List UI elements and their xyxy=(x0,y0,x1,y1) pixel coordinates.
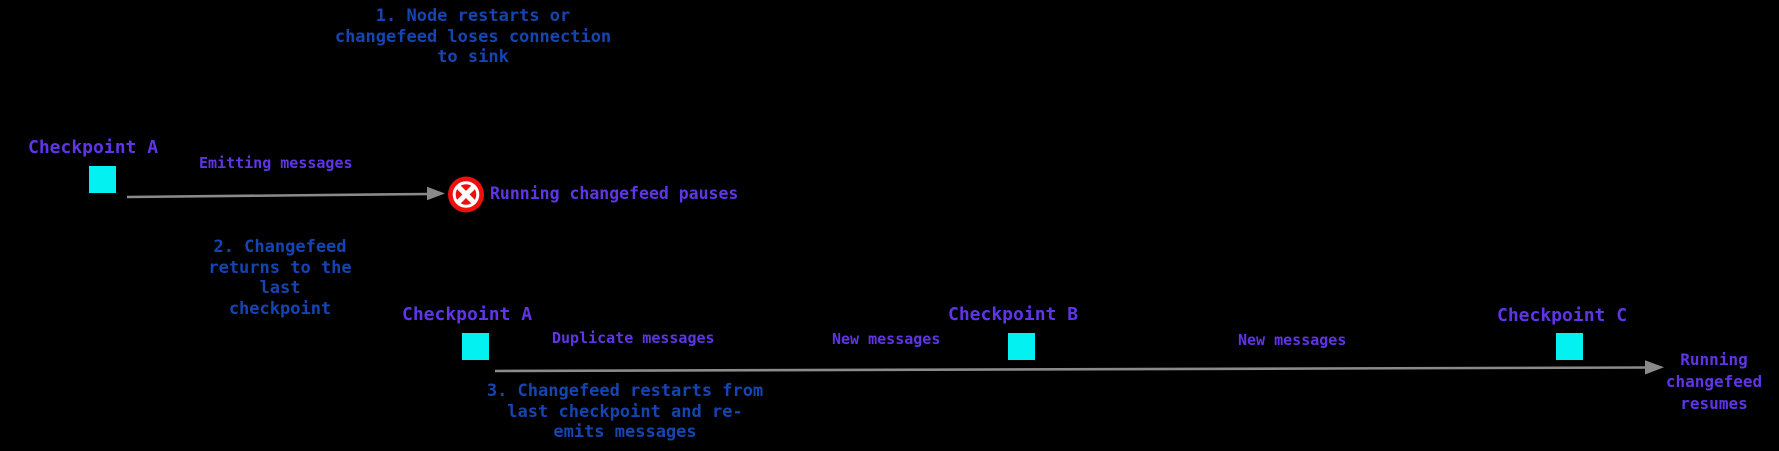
timeline2-checkpoint-b-label: Checkpoint B xyxy=(948,304,1079,325)
running-changefeed-resumes-label: Running changefeed resumes xyxy=(1665,350,1763,413)
timeline2-checkpoint-c-label: Checkpoint C xyxy=(1497,305,1628,326)
timeline1-emitting-messages-label: Emitting messages xyxy=(199,154,353,172)
timeline2-checkpoint-a-marker xyxy=(462,333,489,360)
timeline1-checkpoint-a-label: Checkpoint A xyxy=(28,137,159,158)
timeline2-checkpoint-b-marker xyxy=(1008,333,1035,360)
new-messages-2-label: New messages xyxy=(1238,331,1347,349)
timeline2-checkpoint-a-label: Checkpoint A xyxy=(402,304,533,325)
timeline1-checkpoint-a-marker xyxy=(89,166,116,193)
new-messages-1-label: New messages xyxy=(832,330,941,348)
annotation-step-2: 2. Changefeed returns to the last checkp… xyxy=(208,237,352,319)
cancel-icon xyxy=(448,176,484,213)
annotation-step-1: 1. Node restarts or changefeed loses con… xyxy=(334,6,612,67)
timeline2-arrow xyxy=(494,360,1664,375)
timeline2-checkpoint-c-marker xyxy=(1556,333,1583,360)
running-changefeed-pauses-label: Running changefeed pauses xyxy=(490,184,739,203)
annotation-step-3: 3. Changefeed restarts from last checkpo… xyxy=(486,381,764,442)
duplicate-messages-label: Duplicate messages xyxy=(552,329,715,347)
timeline1-arrow xyxy=(126,186,445,201)
